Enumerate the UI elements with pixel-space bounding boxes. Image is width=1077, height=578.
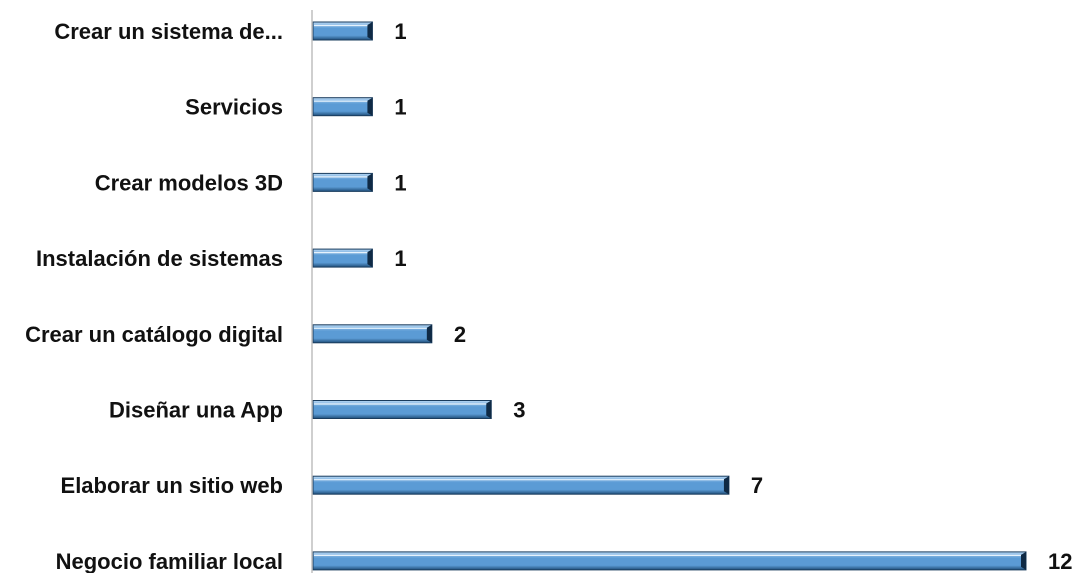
value-label-disenar-una-app: 3 (513, 398, 525, 423)
value-label-crear-modelos-3d: 1 (394, 170, 406, 195)
bar-servicios (313, 98, 372, 116)
value-label-servicios: 1 (394, 95, 406, 120)
value-label-crear-un-sistema-de: 1 (394, 19, 406, 44)
bar-end-cap (486, 401, 491, 419)
bar-end-cap (1021, 552, 1026, 570)
category-label-disenar-una-app: Diseñar una App (109, 398, 283, 423)
bar-crear-un-sistema-de (313, 22, 372, 40)
bar-end-cap (367, 22, 372, 40)
bar-crear-modelos-3d (313, 173, 372, 191)
bar-elaborar-un-sitio-web (313, 476, 729, 494)
bar-body (313, 173, 372, 191)
bar-instalacion-de-sistemas (313, 249, 372, 267)
value-label-elaborar-un-sitio-web: 7 (751, 473, 763, 498)
bar-negocio-familiar-local (313, 552, 1026, 570)
category-label-servicios: Servicios (185, 95, 283, 120)
bars-layer (313, 22, 1026, 570)
bar-body (313, 249, 372, 267)
category-labels: Crear un sistema de... Servicios Crear mod… (25, 19, 283, 573)
bar-disenar-una-app (313, 401, 491, 419)
bar-end-cap (724, 476, 729, 494)
bar-body (313, 22, 372, 40)
bar-crear-un-catalogo-digital (313, 325, 432, 343)
bar-end-cap (367, 98, 372, 116)
bar-end-cap (427, 325, 432, 343)
bar-end-cap (367, 173, 372, 191)
bar-body (313, 98, 372, 116)
bar-body (313, 401, 491, 419)
category-label-elaborar-un-sitio-web: Elaborar un sitio web (61, 473, 283, 498)
value-label-crear-un-catalogo-digital: 2 (454, 322, 466, 347)
bar-body (313, 325, 432, 343)
bar-body (313, 476, 729, 494)
bar-body (313, 552, 1026, 570)
value-label-negocio-familiar-local: 12 (1048, 549, 1072, 573)
category-label-crear-modelos-3d: Crear modelos 3D (95, 170, 283, 195)
bar-end-cap (367, 249, 372, 267)
category-label-crear-un-catalogo-digital: Crear un catálogo digital (25, 322, 283, 347)
category-label-instalacion-de-sistemas: Instalación de sistemas (36, 246, 283, 271)
category-label-negocio-familiar-local: Negocio familiar local (56, 549, 283, 573)
category-label-crear-un-sistema-de: Crear un sistema de... (54, 19, 283, 44)
value-label-instalacion-de-sistemas: 1 (394, 246, 406, 271)
